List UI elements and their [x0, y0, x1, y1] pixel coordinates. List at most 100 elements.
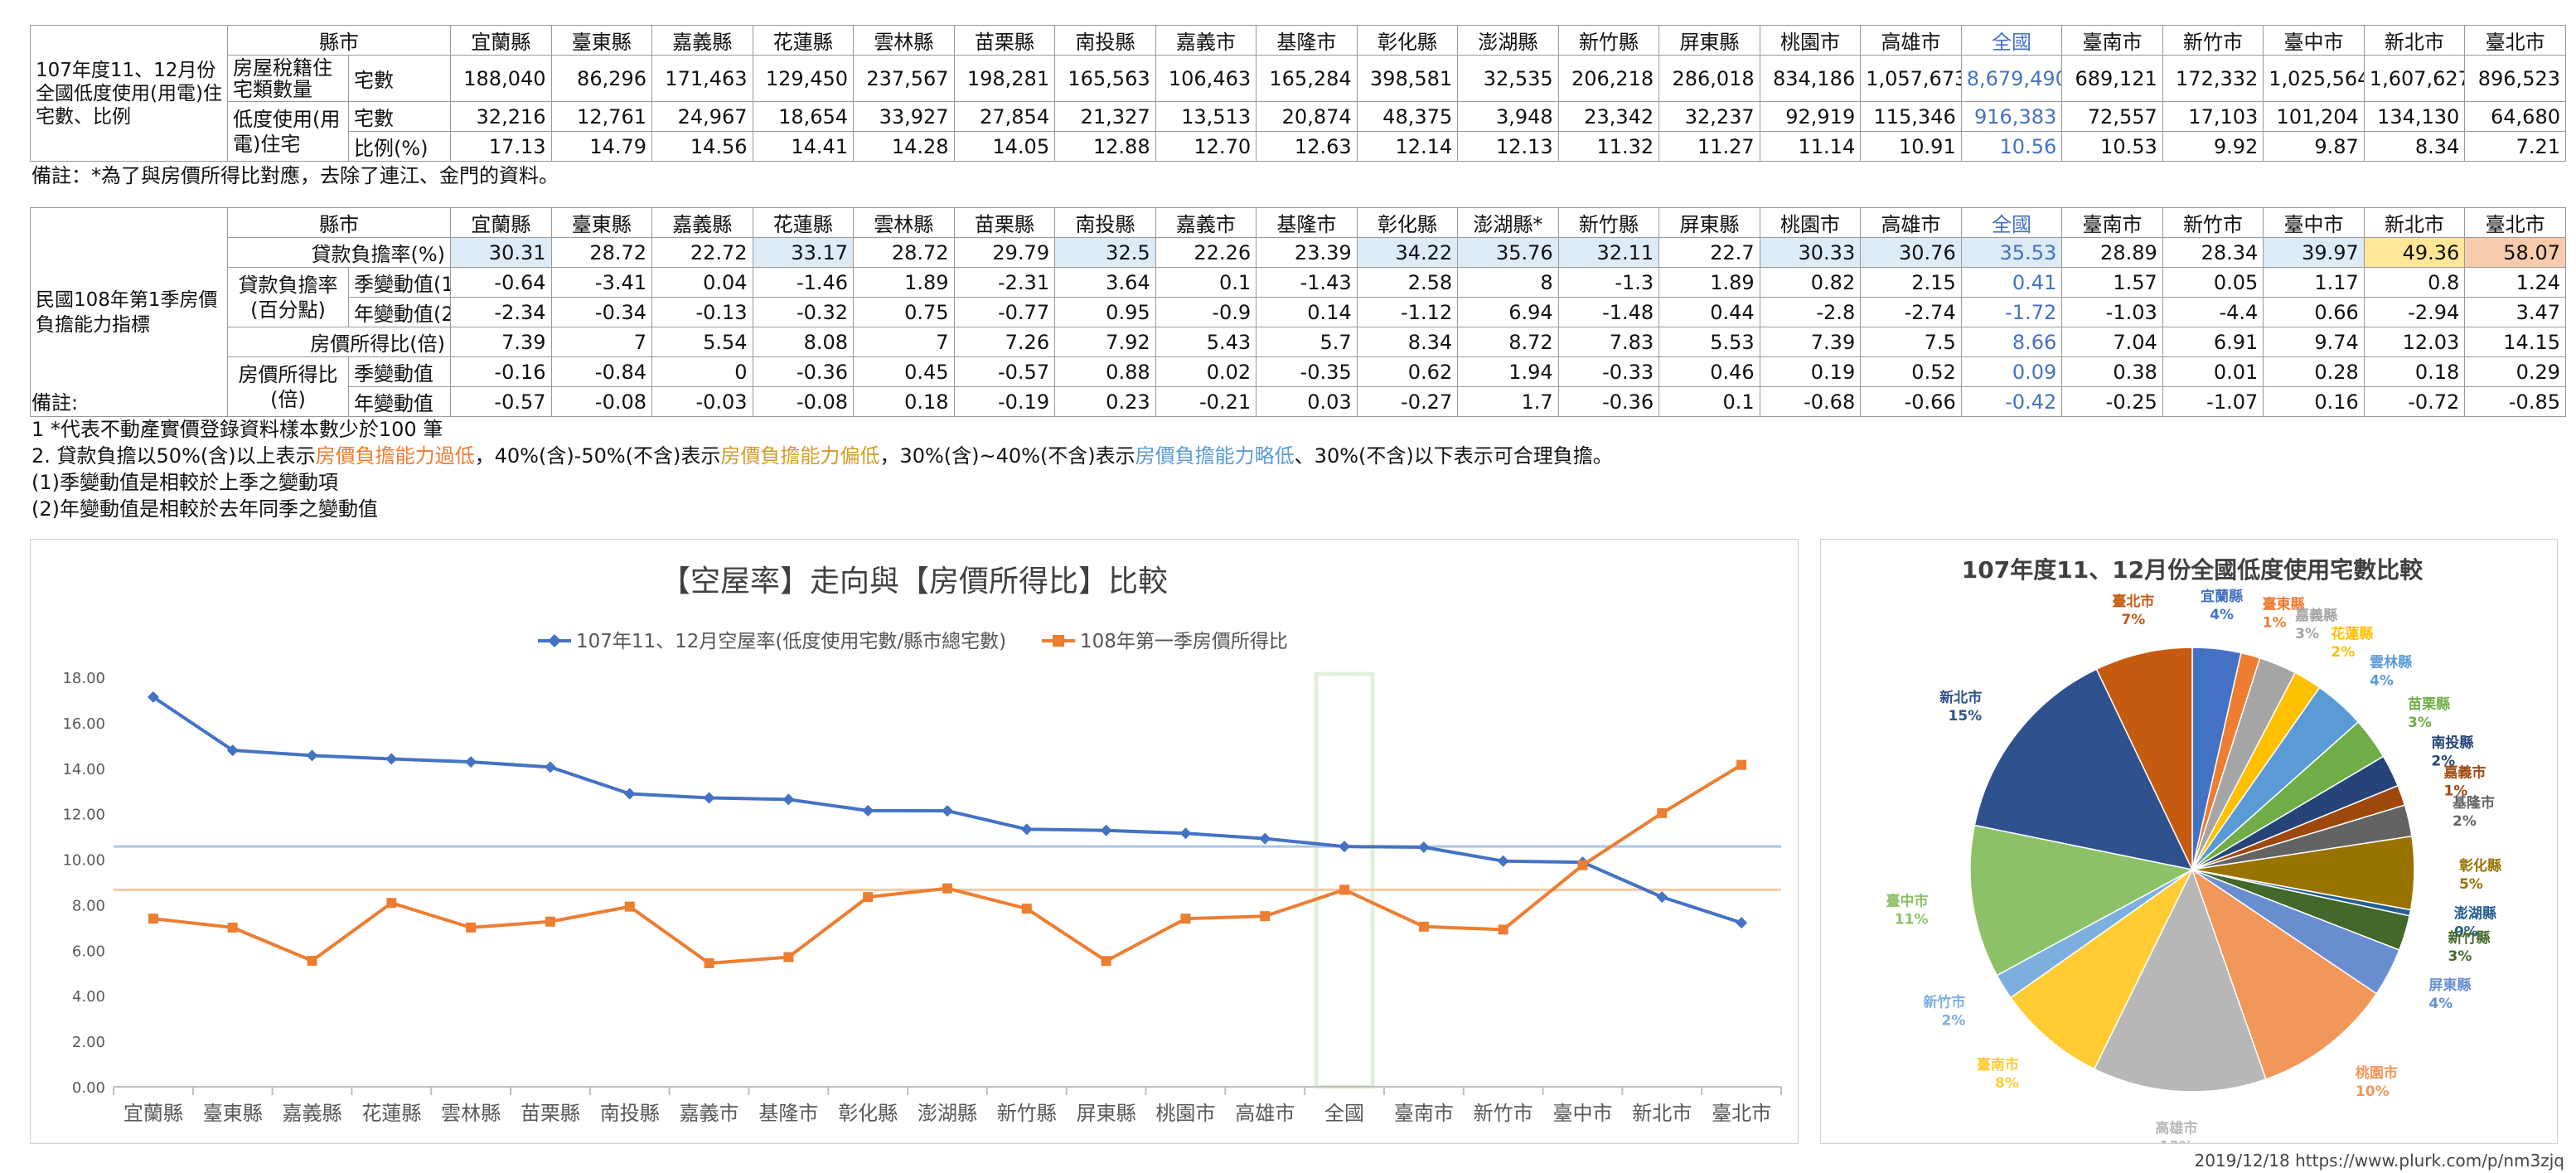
table-cell: 9.92 — [2162, 131, 2264, 162]
table-cell: 12.03 — [2363, 327, 2466, 357]
data-point — [1180, 914, 1191, 924]
table-cell: 9.74 — [2263, 327, 2365, 357]
table-cell: -1.3 — [1557, 267, 1660, 298]
table-cell: 32,535 — [1457, 55, 1559, 102]
city-header-cell: 花蓮縣 — [752, 207, 855, 238]
row2-sub: 宅數 — [348, 101, 451, 132]
x-tick-label: 臺北市 — [1712, 1102, 1771, 1125]
x-tick-label: 高雄市 — [1235, 1102, 1295, 1125]
table-cell: 92,919 — [1759, 101, 1862, 132]
table-cell: -0.19 — [953, 386, 1056, 417]
r3-sub: 年變動值(2) — [348, 297, 451, 327]
data-point — [1100, 824, 1112, 836]
city-header-cell: 嘉義縣 — [651, 25, 753, 56]
table-cell: 3.64 — [1054, 267, 1156, 298]
table-cell: -0.9 — [1155, 297, 1257, 327]
notes-line3: (1)季變動值是相較於上季之變動項 — [31, 471, 338, 494]
table-cell: -0.34 — [550, 297, 653, 327]
data-point — [703, 792, 715, 804]
x-tick-label: 全國 — [1324, 1102, 1364, 1125]
pie-chart-panel: 107年度11、12月份全國低度使用宅數比較 宜蘭縣 4% 臺東縣 1% 嘉義縣 3% 花蓮… — [1820, 539, 2558, 1155]
table-cell: -0.77 — [953, 297, 1056, 327]
table-cell: 17.13 — [450, 131, 552, 162]
table-cell: 72,557 — [2061, 101, 2163, 132]
table-cell: -1.03 — [2061, 297, 2163, 327]
row3-sub: 比例(%) — [348, 131, 451, 162]
table-cell: 0.02 — [1155, 356, 1257, 387]
pie-percent: 10% — [2356, 1083, 2390, 1100]
table-cell: 33.17 — [752, 237, 855, 268]
pie-percent: 4% — [2210, 607, 2234, 623]
table2-col-header: 縣市 — [227, 207, 451, 238]
data-point — [147, 691, 159, 703]
table-cell: -0.72 — [2363, 386, 2466, 417]
table-cell: 0.28 — [2263, 356, 2365, 387]
pie-label: 基隆市 — [2452, 794, 2495, 812]
city-header-cell: 嘉義市 — [1155, 207, 1257, 238]
table-cell: 0.1 — [1155, 267, 1257, 298]
table-cell: 8.72 — [1457, 327, 1559, 357]
table-cell: 13,513 — [1155, 101, 1257, 132]
table-cell: 0.8 — [2363, 267, 2466, 298]
table-cell: 0.1 — [1658, 386, 1760, 417]
notes-low: 房價負擔能力偏低 — [720, 444, 880, 468]
table-cell: -0.16 — [450, 356, 552, 387]
table-cell: -1.07 — [2162, 386, 2264, 417]
x-tick-label: 嘉義市 — [680, 1102, 739, 1125]
x-tick-label: 澎湖縣 — [918, 1102, 977, 1125]
table-cell: 14.79 — [550, 131, 653, 162]
table-cell: 28.89 — [2061, 237, 2163, 268]
table-cell: 7.5 — [1860, 327, 1962, 357]
table-cell: 7.92 — [1054, 327, 1156, 357]
table-cell: -0.57 — [953, 356, 1056, 387]
data-point — [1498, 924, 1508, 935]
table-cell: 21,327 — [1054, 101, 1156, 132]
city-header-cell: 宜蘭縣 — [450, 207, 552, 238]
table-cell: 165,284 — [1256, 55, 1358, 102]
table-cell: 0.05 — [2162, 267, 2264, 298]
notes-slightly-low: 房價負擔能力略低 — [1135, 444, 1295, 468]
pie-label: 南投縣 — [2431, 734, 2473, 752]
city-header-cell: 臺中市 — [2263, 25, 2365, 56]
city-header-cell: 高雄市 — [1860, 207, 1962, 238]
city-header-cell: 新竹縣 — [1557, 207, 1660, 238]
table-cell: 14.28 — [853, 131, 955, 162]
table-cell: 64,680 — [2464, 101, 2566, 132]
table-cell: 115,346 — [1860, 101, 1962, 132]
table-cell: 1.57 — [2061, 267, 2163, 298]
table-cell: 0.44 — [1658, 297, 1760, 327]
table-cell: -2.94 — [2363, 297, 2466, 327]
table-cell: 18,654 — [752, 101, 855, 132]
city-header-cell: 全國 — [1960, 207, 2063, 238]
city-header-cell: 雲林縣 — [853, 25, 955, 56]
table-cell: 49.36 — [2363, 237, 2466, 268]
data-point — [306, 749, 318, 762]
legend-ratio: 108年第一季房價所得比 — [1080, 631, 1288, 652]
line-chart-title: 【空屋率】走向與【房價所得比】比較 — [661, 565, 1168, 599]
r1-label: 貸款負擔率(%) — [227, 237, 451, 268]
table-cell: 8,679,490 — [1960, 55, 2063, 102]
data-point — [1577, 860, 1588, 870]
table-cell: 32.11 — [1557, 237, 1660, 268]
city-header-cell: 屏東縣 — [1658, 25, 1760, 56]
table-cell: 29.79 — [953, 237, 1056, 268]
table-cell: 1.94 — [1457, 356, 1559, 387]
notes-title: 備註: — [31, 391, 79, 414]
table-cell: 689,121 — [2061, 55, 2163, 102]
table-cell: -1.43 — [1256, 267, 1358, 298]
table-cell: 3,948 — [1457, 101, 1559, 132]
table-cell: -0.84 — [550, 356, 653, 387]
table-cell: 33,927 — [853, 101, 955, 132]
table-cell: 0.41 — [1960, 267, 2063, 298]
table-cell: -2.31 — [953, 267, 1056, 298]
table-cell: 1,025,564 — [2263, 55, 2365, 102]
table-cell: 34.22 — [1356, 237, 1459, 268]
notes-line1: 1 *代表不動產實價登錄資料樣本數少於100 筆 — [31, 418, 443, 441]
notes-line4: (2)年變動值是相較於去年同季之變動值 — [31, 497, 378, 521]
row1-label: 房屋稅籍住宅類數量 — [227, 55, 349, 102]
table-cell: -1.46 — [752, 267, 855, 298]
table-cell: 172,332 — [2162, 55, 2264, 102]
table-cell: -0.25 — [2061, 386, 2163, 417]
table-cell: 7.26 — [953, 327, 1056, 357]
